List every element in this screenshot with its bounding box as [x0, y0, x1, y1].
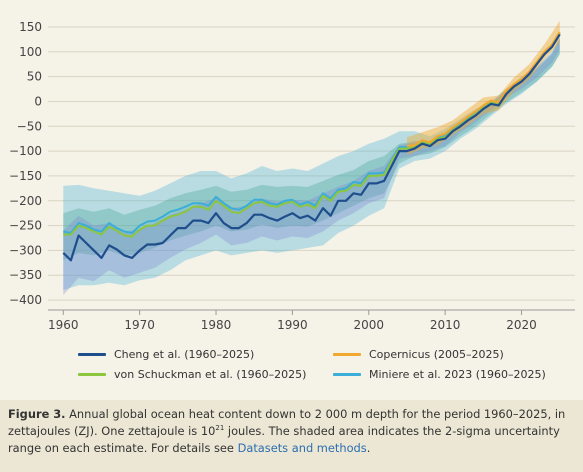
- y-tick-label: −400: [9, 293, 42, 307]
- y-tick-label: 50: [27, 70, 42, 84]
- datasets-methods-link[interactable]: Datasets and methods: [237, 441, 367, 455]
- caption-text-2: joules. The shaded area indicates the 2-…: [8, 424, 560, 455]
- legend-label-miniere: Miniere et al. 2023 (1960–2025): [369, 368, 546, 381]
- caption-label: Figure 3.: [8, 407, 66, 421]
- y-tick-label: 100: [19, 45, 42, 59]
- y-tick-label: −200: [9, 194, 42, 208]
- legend-item-cheng: Cheng et al. (1960–2025): [78, 348, 254, 361]
- x-tick-label: 2000: [354, 318, 385, 332]
- y-tick-label: −50: [17, 119, 42, 133]
- x-tick-label: 1980: [201, 318, 232, 332]
- y-tick-label: −300: [9, 243, 42, 257]
- series-line-2: [406, 31, 561, 148]
- legend-item-copernicus: Copernicus (2005–2025): [333, 348, 504, 361]
- legend-item-schuckman: von Schuckman et al. (1960–2025): [78, 368, 306, 381]
- uncertainty-bands: [63, 21, 560, 296]
- legend-swatch-schuckman: [78, 373, 106, 376]
- ocean-heat-chart: 1960 1970 1980 1990 2000 2010 2020 150 100 50 0 −5…: [9, 20, 575, 332]
- x-tick-label: 1960: [48, 318, 79, 332]
- uncertainty-band-2: [63, 37, 560, 296]
- caption-superscript: 21: [215, 424, 225, 433]
- caption-text-1: Annual global ocean heat content down to…: [8, 407, 566, 438]
- series-lines: [62, 31, 561, 262]
- legend-swatch-copernicus: [333, 353, 361, 356]
- y-tick-label: −250: [9, 219, 42, 233]
- y-tick-label: −150: [9, 169, 42, 183]
- series-line-0: [62, 33, 561, 262]
- y-tick-label: −350: [9, 268, 42, 282]
- x-tick-label: 2020: [506, 318, 537, 332]
- y-tick-label: 0: [34, 94, 42, 108]
- legend-label-schuckman: von Schuckman et al. (1960–2025): [114, 368, 307, 381]
- y-axis: 150 100 50 0 −50 −100 −150 −200 −250 −300 −350 −400: [9, 20, 42, 307]
- legend-label-cheng: Cheng et al. (1960–2025): [114, 348, 255, 361]
- grid-lines: [48, 26, 575, 301]
- y-tick-label: −100: [9, 144, 42, 158]
- uncertainty-band-3: [407, 21, 560, 156]
- legend-item-miniere: Miniere et al. 2023 (1960–2025): [333, 368, 546, 381]
- figure-caption: Figure 3. Annual global ocean heat conte…: [0, 400, 583, 472]
- x-tick-label: 1990: [277, 318, 308, 332]
- caption-end: .: [366, 441, 371, 455]
- legend-label-copernicus: Copernicus (2005–2025): [369, 348, 504, 361]
- x-tick-label: 1970: [124, 318, 155, 332]
- legend-swatch-miniere: [333, 373, 361, 376]
- x-tick-label: 2010: [430, 318, 461, 332]
- legend-swatch-cheng: [78, 353, 106, 356]
- x-axis: 1960 1970 1980 1990 2000 2010 2020: [48, 309, 575, 332]
- y-tick-label: 150: [19, 20, 42, 34]
